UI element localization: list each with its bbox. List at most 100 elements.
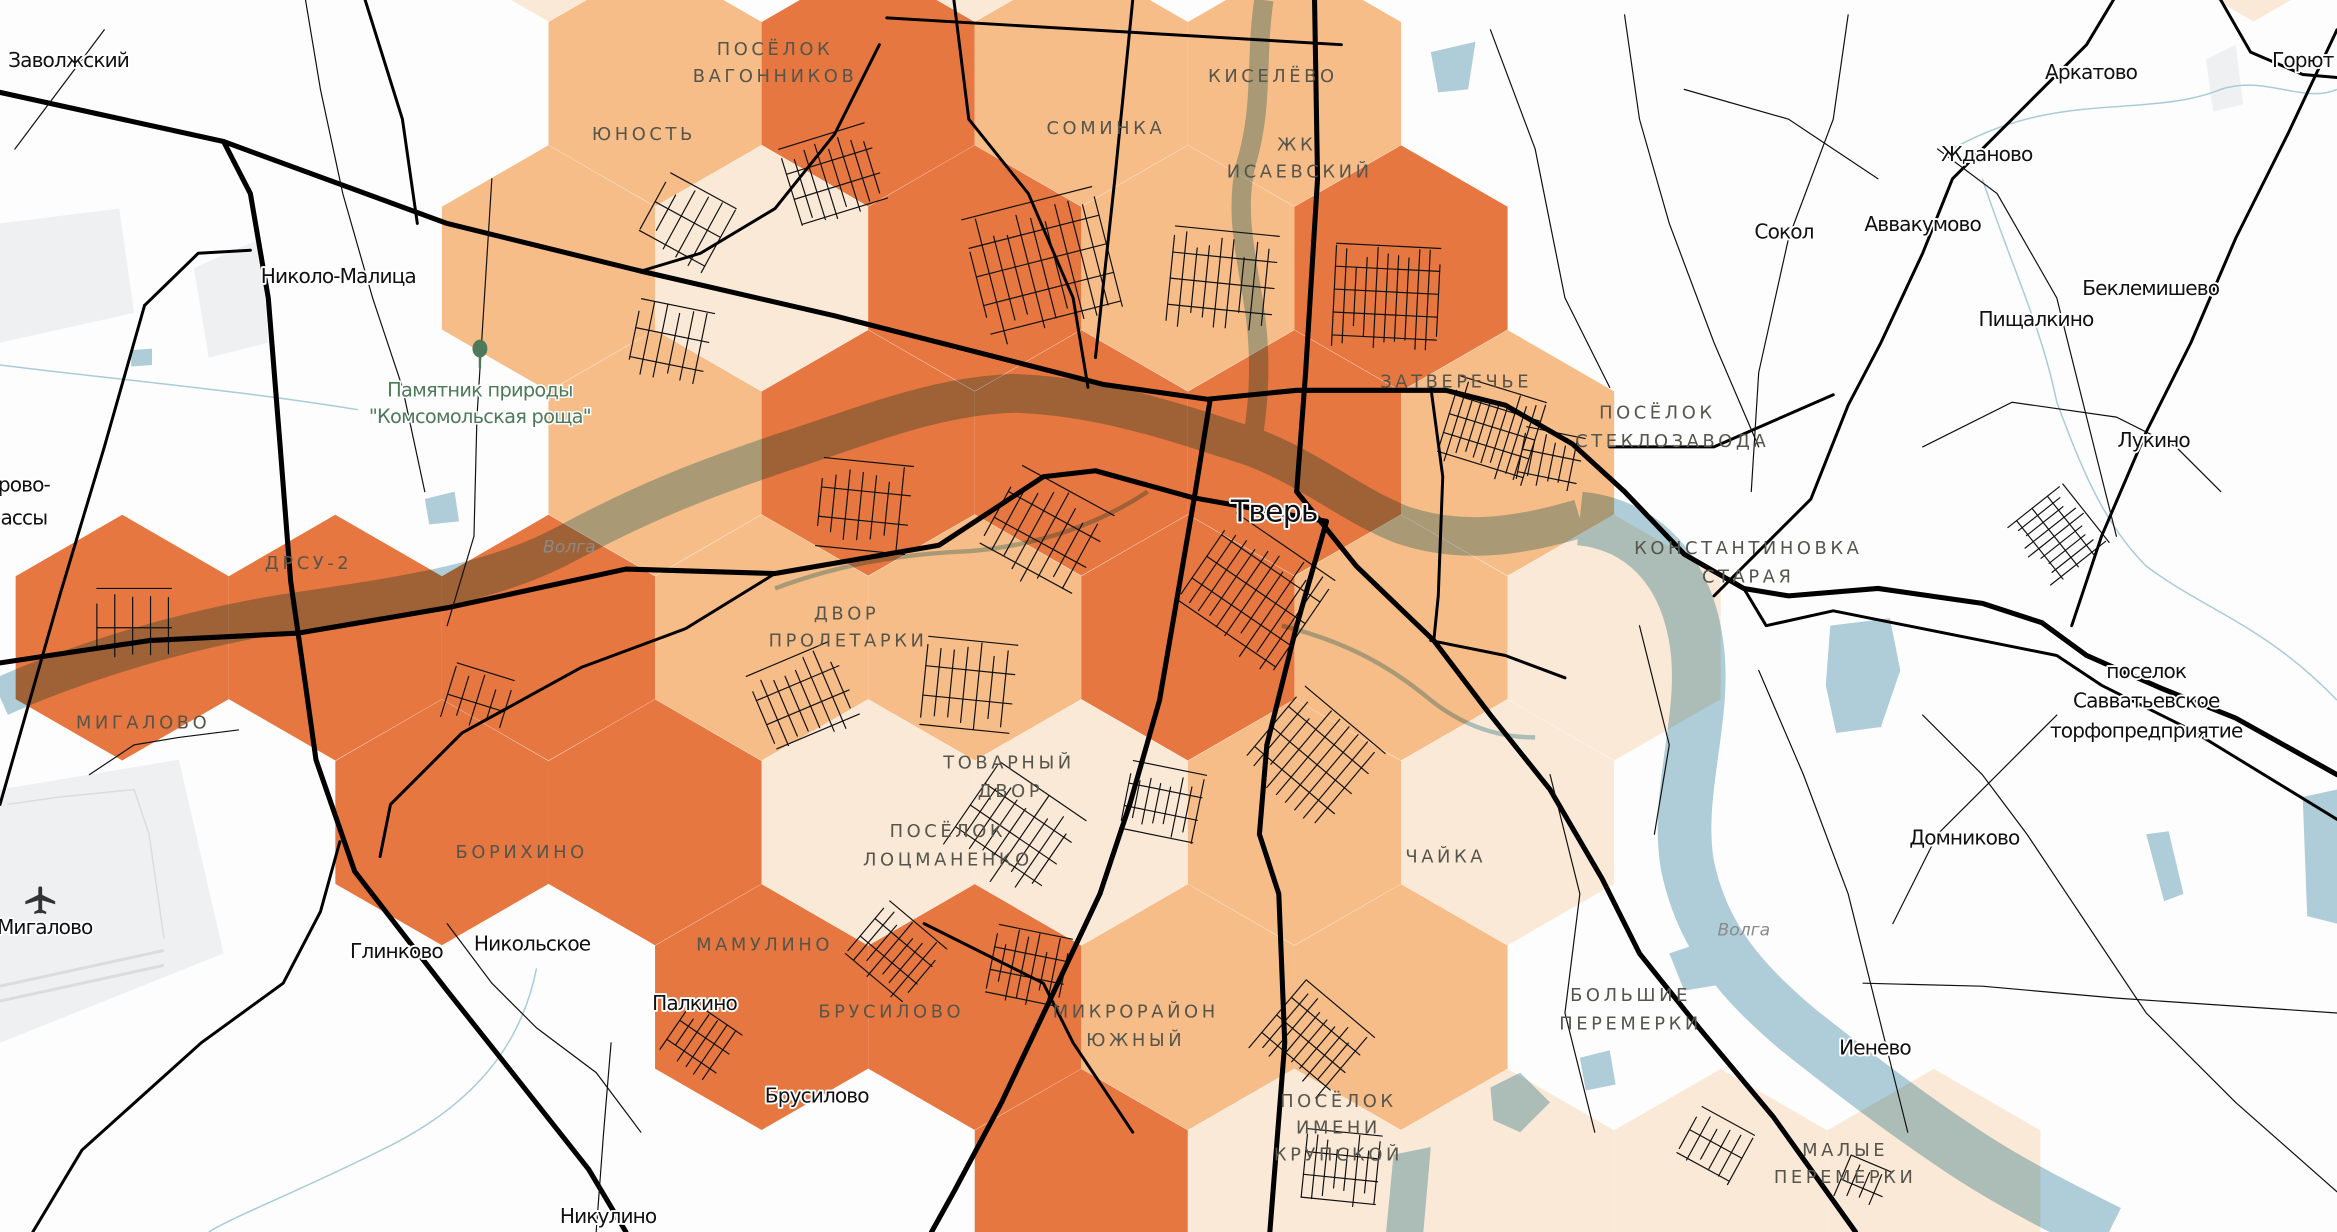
street	[994, 946, 1069, 963]
place-label[interactable]: Палкино	[650, 989, 740, 1017]
street	[823, 456, 915, 468]
place-label[interactable]: Жданово	[1939, 140, 2035, 168]
place-label[interactable]: Никольское	[472, 930, 593, 958]
street	[1128, 782, 1203, 799]
district-label: БОЛЬШИЕ	[1570, 985, 1691, 1006]
place-label[interactable]: Сокол	[1753, 217, 1817, 245]
place-label[interactable]: Домниково	[1908, 824, 2023, 852]
district-label: ПОСЁЛОК	[717, 39, 834, 60]
street	[922, 694, 1013, 705]
street	[1685, 1116, 1711, 1161]
street	[773, 679, 798, 737]
street	[1209, 549, 1256, 616]
city-label[interactable]: Тверь	[1228, 493, 1320, 532]
place-label[interactable]: Никулино	[558, 1202, 660, 1230]
street	[1141, 777, 1152, 825]
street	[1321, 1139, 1329, 1197]
river-label: Волга	[1717, 921, 1770, 941]
street	[803, 149, 827, 221]
street	[974, 218, 1008, 345]
density-hexbin-low	[761, 699, 975, 946]
street	[1015, 214, 1046, 329]
place-label[interactable]: рово-	[0, 471, 53, 499]
street	[820, 486, 912, 497]
street	[629, 355, 704, 372]
street	[1307, 1128, 1383, 1137]
density-hexbin-low	[1187, 1068, 1402, 1232]
place-label[interactable]: Лукино	[2116, 426, 2194, 454]
street	[1465, 401, 1482, 452]
street	[638, 229, 706, 267]
density-hexbin-high	[974, 1068, 1188, 1232]
place-label[interactable]: Савватьевское	[2071, 687, 2223, 715]
place-label[interactable]: Брусилово	[763, 1082, 872, 1110]
poi-label[interactable]: Памятник природы	[386, 377, 575, 403]
road	[1608, 393, 1835, 449]
street	[1021, 464, 1115, 517]
street	[1224, 555, 1280, 637]
street	[817, 515, 909, 526]
street	[987, 655, 995, 720]
street	[2015, 520, 2064, 580]
place-label[interactable]: ассы	[0, 504, 50, 532]
street	[828, 148, 847, 207]
street	[1331, 334, 1437, 341]
place-label[interactable]: Иенево	[1837, 1034, 1914, 1062]
street	[1448, 413, 1536, 441]
lake	[424, 491, 460, 525]
street	[801, 197, 888, 226]
road	[14, 29, 105, 150]
district-label: ЧАЙКА	[1405, 846, 1486, 868]
place-label[interactable]: Мигалово	[0, 913, 96, 941]
lake	[1579, 1050, 1616, 1091]
street	[1025, 933, 1041, 1005]
street	[859, 935, 918, 985]
poi-label[interactable]: "Комсомольская роща"	[367, 404, 593, 430]
street	[1547, 442, 1556, 482]
street	[1189, 534, 1237, 604]
street	[2025, 506, 2064, 537]
street	[1717, 1134, 1742, 1177]
street	[866, 924, 898, 962]
place-label[interactable]: Пищалкино	[1977, 305, 2097, 333]
place-label[interactable]: торфопредприятие	[2048, 717, 2246, 745]
street	[666, 312, 681, 374]
district-label: ЛОЦМАНЕНКО	[863, 850, 1033, 871]
street	[999, 761, 1087, 822]
street	[1332, 311, 1438, 318]
street	[1290, 996, 1361, 1056]
place-label[interactable]: Аркатово	[2043, 58, 2140, 86]
place-label[interactable]: поселок	[2104, 657, 2189, 685]
street	[1438, 389, 1458, 448]
street	[456, 675, 470, 716]
district-label: ТОВАРНЫЙ	[942, 752, 1074, 774]
density-hexbin-medium	[974, 0, 1188, 207]
place-label[interactable]: Заволжский	[6, 46, 131, 74]
lake	[131, 348, 153, 367]
street	[1341, 248, 1348, 344]
district-label: ДРСУ-2	[265, 553, 352, 574]
river-label: Волга	[543, 538, 596, 558]
street	[446, 693, 506, 713]
place-label[interactable]: Горют	[2270, 46, 2337, 74]
road	[885, 16, 1343, 47]
road	[1922, 714, 2337, 1193]
street	[1300, 1133, 1309, 1198]
district-label: МАМУЛИНО	[696, 934, 833, 955]
lake	[2146, 831, 2184, 902]
density-hexbin-low	[1827, 1068, 2041, 1232]
street	[1052, 522, 1084, 578]
place-label[interactable]: Глинково	[348, 937, 446, 965]
district-label: СОМИНКА	[1047, 118, 1166, 139]
street	[863, 141, 881, 194]
place-label[interactable]: Аввакумово	[1863, 210, 1985, 238]
street	[1291, 1019, 1328, 1063]
place-label[interactable]: Николо-Малица	[259, 262, 419, 290]
street	[889, 900, 948, 950]
place-label[interactable]: Беклемишево	[2080, 274, 2222, 302]
road	[1683, 88, 1879, 180]
street	[1701, 1106, 1756, 1136]
road	[1862, 982, 2337, 1014]
rural-roads-layer	[14, 0, 2337, 1232]
